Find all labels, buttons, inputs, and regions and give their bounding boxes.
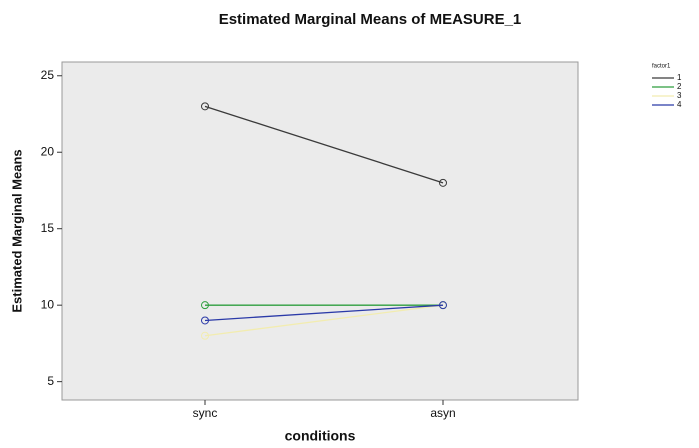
legend-label: 1: [677, 73, 682, 82]
plot-area: [61, 61, 579, 401]
chart-title: Estimated Marginal Means of MEASURE_1: [219, 11, 522, 28]
data-point: [201, 301, 209, 310]
series-line: [204, 105, 444, 184]
data-point: [201, 316, 209, 325]
y-axis-label: Estimated Marginal Means: [9, 149, 24, 312]
data-point: [439, 178, 447, 187]
y-tick-label: 20: [41, 144, 55, 158]
data-point: [439, 301, 447, 310]
x-tick-label: asyn: [430, 406, 455, 420]
legend-label: 4: [677, 100, 682, 109]
series-line: [204, 304, 444, 337]
y-tick-label: 15: [41, 221, 55, 235]
y-tick-label: 5: [47, 374, 54, 388]
series-line: [204, 304, 444, 322]
data-point: [201, 331, 209, 340]
x-tick-label: sync: [193, 406, 218, 420]
legend-label: 2: [677, 82, 682, 91]
y-tick-label: 10: [41, 297, 55, 311]
y-tick-label: 25: [41, 68, 55, 82]
legend-label: 3: [677, 91, 682, 100]
x-axis-label: conditions: [285, 428, 356, 444]
legend-title: factor1: [652, 64, 671, 70]
data-point: [201, 102, 209, 111]
